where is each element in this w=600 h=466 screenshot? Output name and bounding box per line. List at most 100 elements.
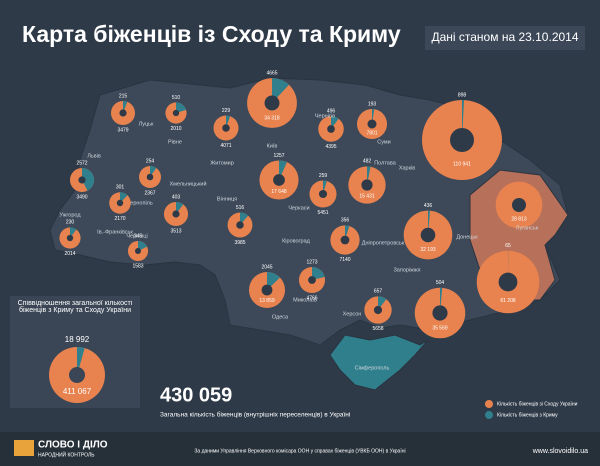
crimea-label: 2045 [261, 264, 272, 270]
hole [420, 227, 436, 243]
hole [222, 124, 230, 132]
legend-crimea-swatch [485, 411, 493, 419]
crimea-label: 1273 [306, 259, 317, 265]
crimea-label: 504 [436, 280, 445, 286]
east-label: 61 208 [500, 298, 516, 304]
east-label: 5451 [317, 210, 328, 216]
hole [450, 128, 474, 152]
east-label: 2170 [114, 216, 125, 222]
total-caption: Загальна кількість біженців (внутрішніх … [160, 411, 350, 419]
site: www.slovoidilo.ua [532, 448, 588, 455]
crimea-label: 403 [172, 194, 181, 200]
east-label: 2367 [144, 190, 155, 196]
title: Карта біженців із Сходу та Криму [22, 21, 401, 47]
crimea-name: Сімферополь [355, 365, 390, 371]
city-name: Черкаси [288, 205, 309, 211]
hole [273, 174, 285, 186]
inset-title-wrap: Співвідношення загальної кількості біжен… [17, 300, 133, 314]
east-label: 4395 [325, 144, 336, 150]
east-label: 28 813 [511, 216, 527, 222]
city-name: Луганськ [516, 225, 539, 231]
crimea-map [329, 334, 429, 391]
east-label: 3985 [234, 240, 245, 246]
crimea-label: 345 [134, 233, 143, 239]
crimea-label: 356 [341, 218, 350, 224]
crimea-label: 65 [505, 243, 511, 249]
crimea-label: 496 [327, 109, 336, 115]
inset-east-label: 411 067 [63, 387, 92, 396]
crimea-label: 4665 [266, 70, 277, 76]
hole [367, 119, 377, 129]
crimea-label: 259 [319, 173, 328, 179]
east-label: 1583 [132, 263, 143, 269]
crimea-label: 215 [119, 93, 128, 99]
east-label: 7801 [366, 130, 377, 136]
source: За даними Управління Верховного комісара… [194, 448, 405, 454]
city-name: Луцьк [139, 121, 154, 127]
crimea-label: 657 [374, 289, 383, 295]
city-name: Львів [87, 153, 101, 159]
city-name: Одеса [272, 314, 289, 320]
total: 430 059 [160, 384, 232, 406]
logo-icon [14, 440, 34, 456]
hole [172, 109, 180, 117]
city-name: Житомир [210, 160, 234, 166]
city-name: Суми [377, 139, 391, 145]
east-label: 3490 [76, 194, 87, 200]
city-name: Ужгород [59, 212, 81, 218]
hole [361, 179, 373, 191]
crimea-label: 193 [368, 101, 377, 107]
hole [236, 221, 244, 229]
east-label: 17 648 [271, 189, 287, 195]
crimea-wedge [312, 266, 325, 280]
hole [308, 276, 316, 284]
east-label: 4071 [220, 143, 231, 149]
city-name: Хмельницький [169, 180, 206, 187]
hole [134, 247, 142, 255]
crimea-label: 2572 [76, 160, 87, 166]
city-name: Чернівці [126, 233, 147, 239]
inset-title: Співвідношення загальної кількості біжен… [17, 300, 133, 314]
hole [498, 272, 518, 292]
east-label: 13 859 [259, 298, 275, 304]
city-name: Рівне [168, 139, 182, 145]
east-label: 5658 [372, 326, 383, 332]
city-name: Дніпропетровськ [362, 240, 405, 246]
crimea-label: 482 [363, 159, 372, 165]
crimea-label: 436 [424, 203, 433, 209]
hole [373, 305, 383, 315]
logo-sub: НАРОДНИЙ КОНТРОЛЬ [38, 450, 95, 458]
east-label: 110 941 [453, 161, 471, 167]
legend-east-swatch [485, 400, 493, 408]
crimea-wedge [272, 78, 290, 103]
crimea-label: 254 [146, 158, 155, 164]
city-name: Чернігів [315, 113, 335, 119]
city-name: Тернопіль [127, 200, 153, 206]
legend-east: Кількість біженців зі Сходу України [497, 401, 578, 407]
city-name: Харків [399, 165, 415, 171]
crimea-wedge [176, 102, 187, 113]
east-label: 4766 [306, 295, 317, 301]
east-label: 15 431 [359, 194, 375, 200]
hole [119, 109, 127, 117]
crimea-wedge [82, 167, 95, 191]
hole [264, 95, 280, 111]
east-label: 7140 [339, 257, 350, 263]
footer [0, 432, 600, 466]
hole [172, 210, 180, 218]
east-label: 35 569 [432, 325, 448, 331]
inset-hole [69, 367, 85, 383]
city-name: Полтава [374, 160, 396, 166]
crimea-wedge [120, 192, 128, 203]
hole [432, 305, 448, 321]
city-name: Київ [267, 143, 278, 149]
crimea-label: 230 [66, 220, 75, 226]
east-label: 2010 [170, 126, 181, 132]
legend-crimea: Кількість біженців з Криму [497, 412, 558, 418]
inset-crimea-label: 18 992 [65, 335, 90, 344]
east-label: 3479 [117, 127, 128, 133]
hole [66, 234, 74, 242]
crimea-label: 510 [172, 95, 181, 101]
city-name: Ів.-Франківськ [97, 229, 133, 235]
